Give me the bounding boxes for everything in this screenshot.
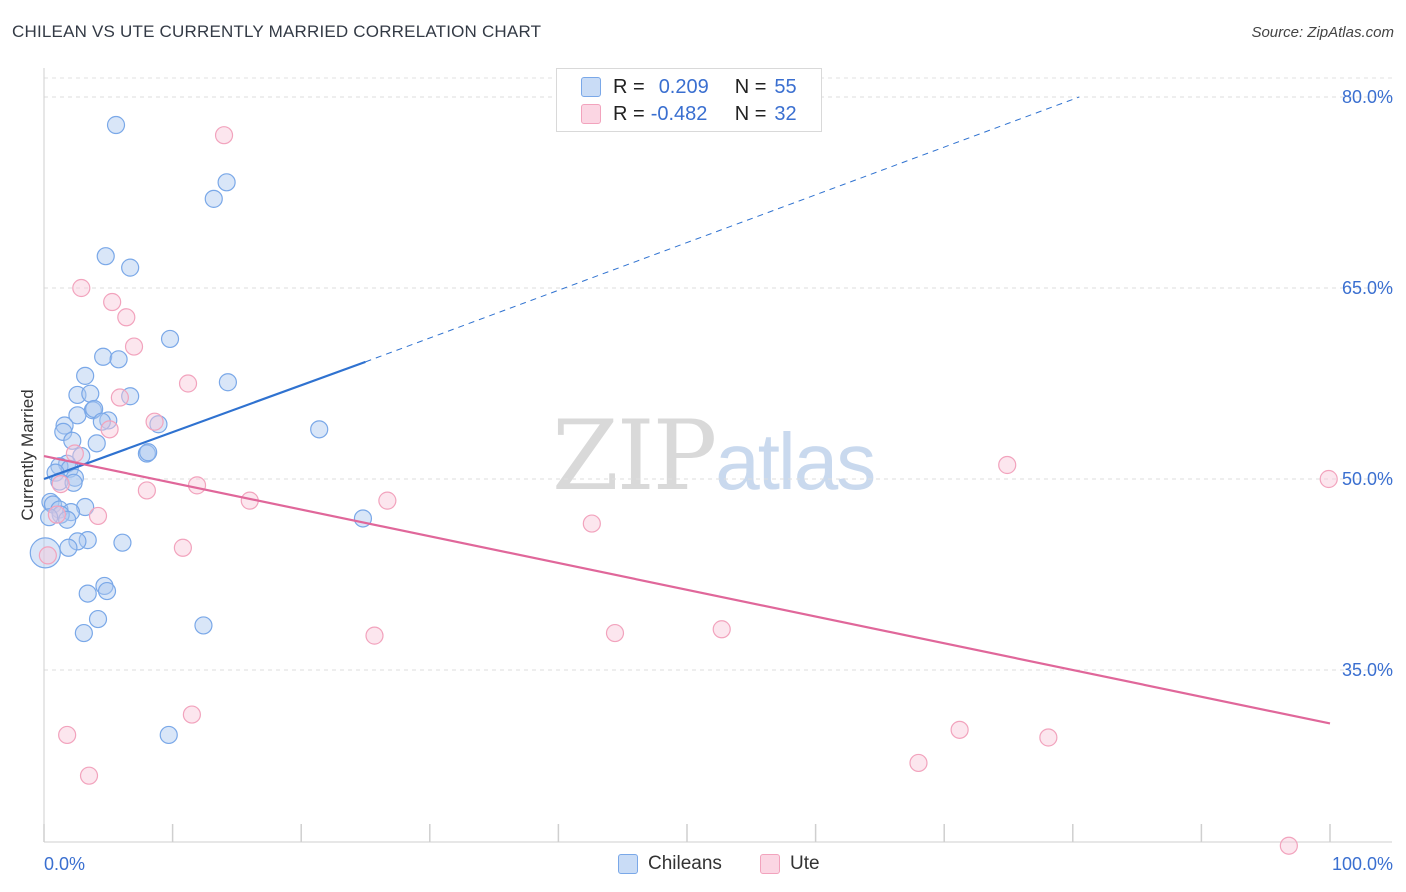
legend-n-label: N =: [734, 102, 767, 125]
legend-swatch-chileans: [618, 854, 638, 874]
y-tick-label: 65.0%: [1342, 278, 1393, 298]
ute-point: [110, 388, 129, 407]
chileans-point: [68, 532, 87, 551]
legend-n-value: 55: [774, 75, 797, 98]
chileans-point: [76, 366, 95, 385]
legend-r-label: R =: [613, 75, 645, 98]
ute-point: [1279, 836, 1298, 855]
legend-label-chileans: Chileans: [648, 853, 722, 874]
ute-point: [145, 412, 164, 431]
chileans-point: [106, 115, 126, 135]
ute-point: [173, 538, 192, 557]
ute-point: [712, 620, 731, 639]
chileans-point: [55, 416, 74, 435]
legend-swatch-chileans: [581, 77, 601, 97]
ute-point: [88, 506, 108, 526]
chileans-point: [92, 412, 111, 431]
ute-point: [137, 481, 156, 500]
chileans-point: [64, 473, 83, 492]
ute-point: [38, 546, 57, 565]
ute-point: [187, 476, 207, 495]
legend-swatch-ute: [581, 104, 601, 124]
chileans-point: [218, 373, 237, 392]
chileans-point: [137, 444, 156, 463]
chileans-point: [160, 329, 180, 349]
ute-point: [1319, 469, 1338, 489]
ute-point: [998, 455, 1017, 475]
legend-n-value: 32: [774, 102, 797, 125]
y-tick-label: 35.0%: [1342, 660, 1393, 680]
legend-r-value: -0.482: [650, 102, 708, 125]
chileans-point: [96, 247, 115, 266]
legend-item-chileans: Chileans: [618, 850, 722, 878]
ute-point: [65, 444, 84, 463]
ute-point: [950, 720, 969, 739]
chileans-point: [159, 725, 178, 745]
chileans-point: [94, 347, 113, 366]
y-tick-label: 80.0%: [1342, 87, 1393, 107]
ute-point: [72, 278, 91, 298]
chart-title: CHILEAN VS UTE CURRENTLY MARRIED CORRELA…: [12, 22, 542, 41]
chileans-point: [194, 616, 213, 635]
chileans-point: [95, 576, 114, 596]
ute-point: [58, 725, 77, 745]
chileans-point: [68, 406, 87, 425]
chileans-point: [76, 497, 95, 517]
chileans-point: [78, 584, 97, 603]
chileans-point: [29, 537, 61, 569]
ute-point: [378, 491, 397, 510]
chileans-point: [109, 350, 128, 369]
legend-row-chileans: R = 0.209 N = 55: [581, 74, 797, 100]
ute-trend-line: [43, 455, 1331, 725]
correlation-legend: R = 0.209 N = 55 R = -0.482 N = 32: [556, 68, 822, 132]
legend-label-ute: Ute: [790, 853, 820, 874]
ute-point: [79, 766, 99, 785]
ute-point: [103, 292, 122, 312]
chileans-point: [87, 434, 106, 453]
chileans-trend-line: [43, 360, 366, 481]
chileans-point: [204, 189, 223, 208]
chileans-point: [113, 533, 132, 552]
legend-swatch-ute: [760, 854, 780, 874]
legend-r-value: 0.209: [658, 75, 709, 98]
chileans-point: [58, 510, 77, 529]
x-tick-label: 0.0%: [44, 854, 85, 874]
ute-point: [47, 505, 66, 524]
chileans-point: [217, 173, 236, 192]
ute-point: [182, 705, 201, 724]
ute-point: [100, 420, 119, 439]
ute-point: [1039, 728, 1058, 747]
chileans-point: [97, 581, 117, 601]
chart-source: Source: ZipAtlas.com: [1251, 24, 1394, 41]
legend-row-ute: R = -0.482 N = 32: [581, 101, 797, 127]
legend-r-label: R =: [613, 102, 645, 125]
ute-point: [365, 626, 384, 645]
chileans-point: [74, 623, 93, 643]
ute-point: [124, 337, 144, 356]
ute-point: [51, 474, 70, 494]
legend-item-ute: Ute: [760, 850, 820, 878]
ute-point: [605, 623, 625, 643]
ute-point: [909, 753, 928, 773]
watermark-zip: ZIP: [552, 400, 717, 512]
ute-point: [117, 308, 136, 327]
chileans-point: [59, 538, 78, 557]
legend-n-label: N =: [734, 75, 767, 98]
ute-point: [178, 374, 198, 393]
x-tick-label: 100.0%: [1332, 854, 1393, 874]
watermark-atlas: atlas: [715, 417, 876, 506]
chileans-point: [139, 443, 158, 462]
chileans-point: [88, 609, 108, 629]
chileans-point: [68, 385, 87, 405]
chileans-point: [310, 420, 329, 439]
chileans-point: [121, 258, 140, 277]
chileans-point: [81, 384, 100, 403]
y-tick-label: 50.0%: [1342, 469, 1393, 489]
ute-point: [214, 126, 234, 145]
watermark: ZIPatlas: [552, 400, 876, 512]
chileans-trend-line-extrapolated: [365, 96, 1080, 363]
ute-point: [582, 514, 601, 533]
